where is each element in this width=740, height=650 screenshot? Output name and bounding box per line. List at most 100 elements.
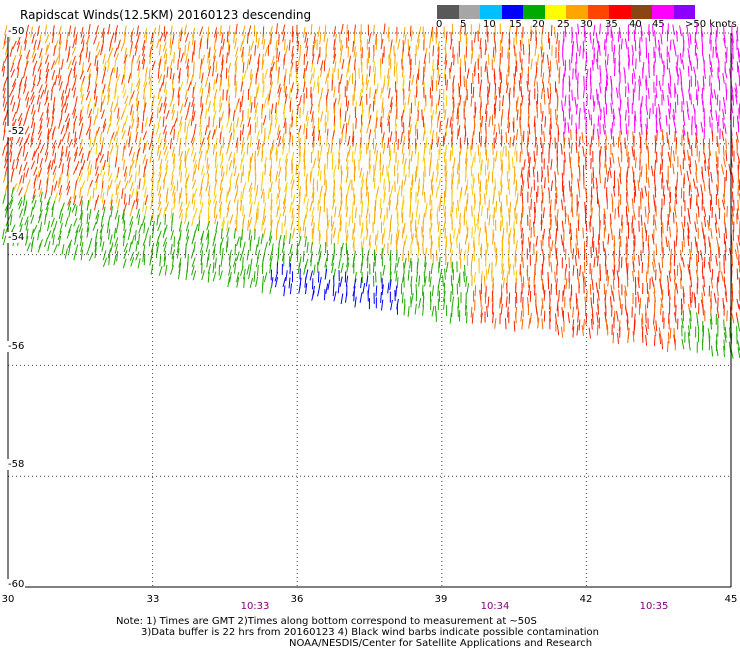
wind-barb [624, 72, 626, 84]
wind-barb [500, 184, 503, 196]
wind-barb [39, 191, 43, 203]
wind-barb [234, 38, 238, 49]
wind-barb [658, 80, 662, 92]
wind-barb [122, 229, 127, 239]
wind-barb [682, 93, 685, 105]
wind-barb [647, 158, 650, 170]
wind-barb [162, 74, 165, 86]
wind-barb [255, 73, 257, 85]
wind-barb [306, 241, 309, 253]
wind-barb [597, 40, 600, 52]
wind-barb [80, 87, 83, 99]
wind-barb [11, 159, 15, 170]
wind-barb [44, 54, 49, 64]
wind-barb [421, 109, 423, 121]
wind-barb [563, 151, 566, 163]
wind-barb [86, 38, 89, 49]
wind-barb [169, 97, 174, 107]
wind-barb [666, 179, 669, 191]
wind-barb [199, 193, 203, 205]
wind-barb [292, 227, 295, 239]
wind-barb [410, 150, 413, 162]
wind-barb [361, 173, 365, 184]
wind-barb [278, 199, 281, 211]
wind-barb [681, 59, 685, 70]
wind-barb [298, 145, 301, 157]
wind-barb [397, 185, 401, 196]
wind-barb [647, 256, 650, 268]
wind-barb [270, 199, 273, 211]
wind-barb [674, 130, 676, 142]
wind-barb [4, 53, 9, 63]
wind-barb [353, 222, 356, 234]
wind-barb [66, 172, 70, 184]
wind-barb [682, 115, 686, 126]
wind-barb [57, 230, 62, 240]
wind-barb [79, 195, 83, 206]
wind-barb [723, 212, 726, 224]
wind-barb [584, 276, 587, 288]
wind-barb [498, 86, 501, 98]
wind-barb [640, 214, 643, 226]
wind-barb [23, 67, 27, 79]
wind-barb [110, 242, 114, 253]
wind-barb [191, 137, 196, 148]
wind-barb [246, 130, 251, 141]
wind-barb [442, 221, 446, 232]
wind-barb [270, 205, 273, 217]
wind-barb [617, 332, 619, 344]
wind-barb [491, 270, 493, 282]
wind-barb [110, 206, 113, 217]
wind-barb [379, 116, 382, 128]
wind-barb [184, 89, 188, 100]
wind-barb [290, 109, 294, 121]
wind-barb [242, 188, 245, 199]
wind-barb [470, 53, 473, 65]
wind-barb [731, 191, 734, 203]
wind-barb [696, 186, 700, 197]
wind-barb [395, 61, 398, 73]
wind-barb [192, 66, 195, 78]
wind-barb [631, 198, 634, 210]
wind-barb [572, 319, 575, 331]
wind-barb [700, 250, 703, 261]
wind-barb [319, 33, 322, 45]
wind-barb [442, 290, 446, 302]
wind-barb [233, 228, 236, 239]
wind-barb [697, 80, 700, 92]
wind-barb [577, 151, 580, 163]
wind-barb [135, 96, 139, 107]
wind-barb [612, 108, 616, 120]
wind-barb [268, 90, 271, 101]
wind-barb [604, 139, 608, 150]
wind-barb [262, 115, 267, 126]
wind-barb [381, 164, 385, 176]
wind-barb [731, 53, 733, 65]
wind-barb [206, 157, 209, 169]
wind-barb [228, 255, 231, 267]
wind-barb [716, 135, 718, 148]
wind-barb [80, 212, 83, 224]
wind-barb [487, 86, 489, 98]
wind-barb [61, 58, 64, 70]
wind-barb [190, 115, 194, 126]
wind-barb [2, 130, 6, 141]
wind-barb [53, 45, 56, 57]
wind-barb [570, 166, 573, 178]
wind-barb [25, 133, 30, 143]
wind-barb [191, 193, 194, 205]
wind-barb [236, 116, 239, 128]
wind-barb [318, 250, 322, 261]
wind-barb [47, 160, 52, 170]
wind-barb [66, 52, 70, 63]
wind-barb [408, 145, 411, 156]
wind-barb [403, 26, 406, 38]
wind-barb [337, 94, 341, 105]
wind-barb [169, 59, 173, 70]
wind-barb [595, 177, 598, 189]
wind-barb [317, 26, 321, 37]
wind-barb [658, 108, 661, 120]
wind-barb [18, 187, 23, 196]
wind-barb [464, 117, 467, 129]
wind-barb [164, 131, 167, 142]
